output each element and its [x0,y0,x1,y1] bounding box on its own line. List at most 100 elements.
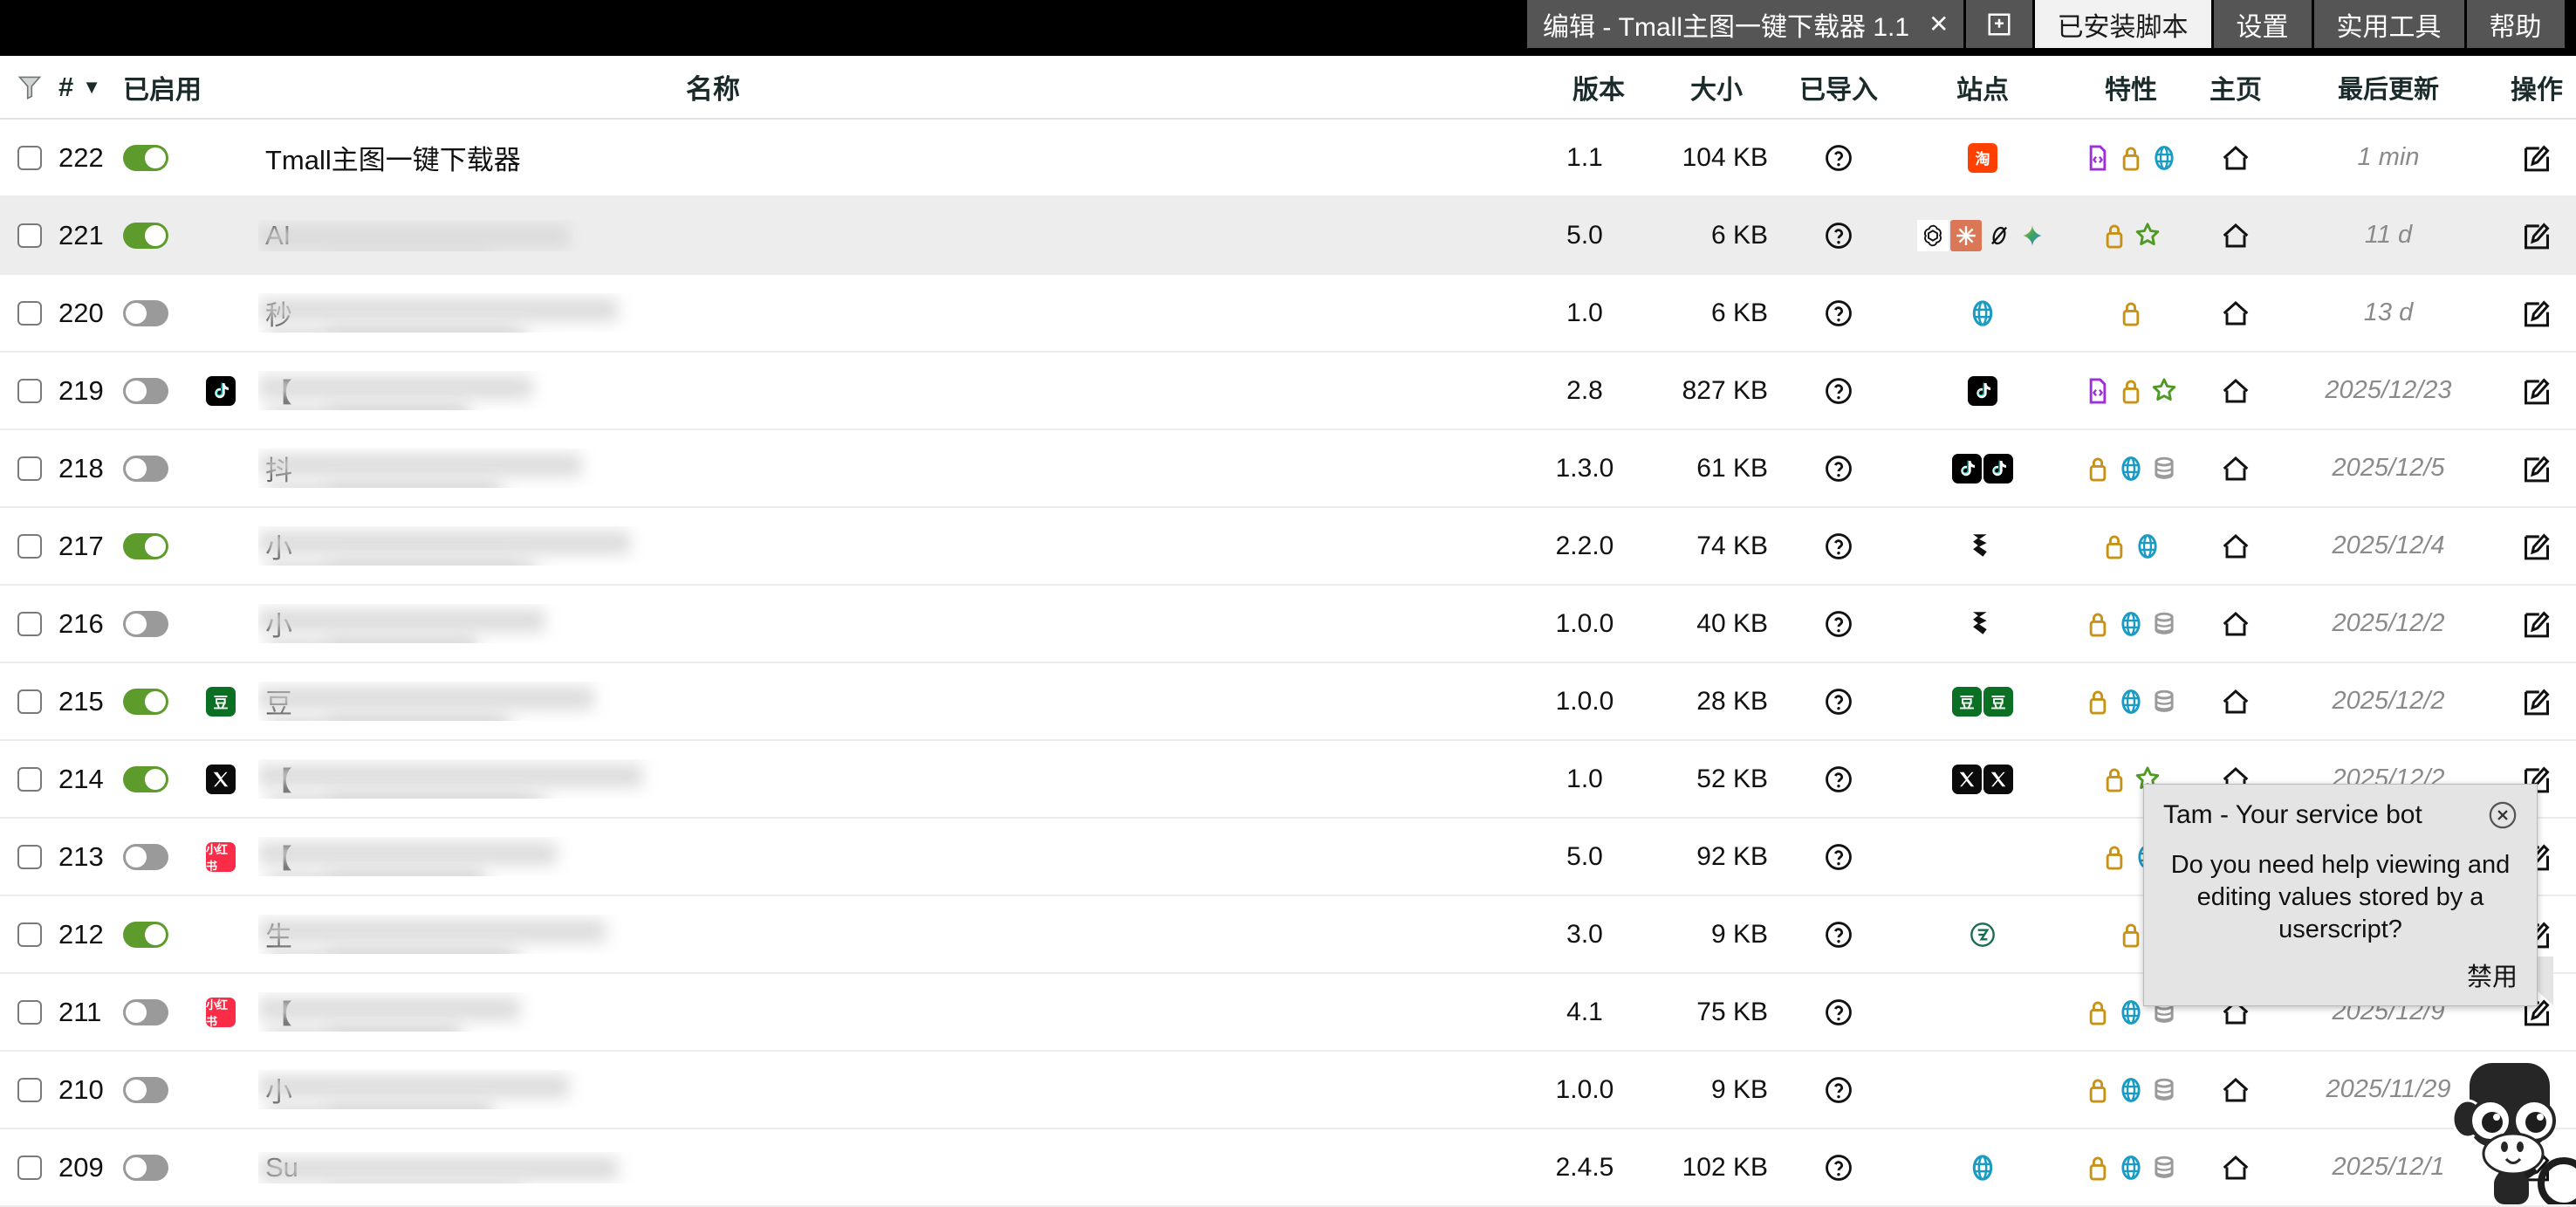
tab-settings[interactable]: 设置 [2214,0,2314,48]
xiaohongshu-site-icon[interactable]: 小红书 [206,842,236,872]
globe-icon[interactable] [2117,1153,2145,1183]
row-imported[interactable] [1782,687,1895,717]
row-enabled-cell[interactable] [123,1077,206,1103]
xiaohongshu-site-icon[interactable]: 小红书 [206,998,236,1027]
enable-toggle[interactable] [123,145,168,171]
help-circle-icon[interactable] [1824,687,1853,717]
database-icon[interactable] [2150,1075,2178,1105]
row-checkbox[interactable] [0,689,58,714]
tab-utilities[interactable]: 实用工具 [2314,0,2467,48]
edit-icon[interactable] [2522,608,2552,640]
row-checkbox[interactable] [0,767,58,792]
row-checkbox[interactable] [0,456,58,481]
gemini-site-icon[interactable] [2017,220,2048,251]
column-header-last-update[interactable]: 最后更新 [2279,69,2497,106]
row-enabled-cell[interactable] [123,689,206,715]
row-script-name[interactable]: 抖 [258,449,1532,488]
edit-icon[interactable] [2522,375,2552,407]
row-actions[interactable] [2497,220,2576,251]
row-script-name[interactable]: 小 [258,604,1532,643]
x-twitter-site-icon[interactable] [206,765,236,794]
database-icon[interactable] [2150,687,2178,717]
row-homepage[interactable] [2192,610,2279,638]
row-actions[interactable] [2497,686,2576,717]
tiktok-site-icon[interactable] [206,376,236,406]
row-checkbox[interactable] [0,612,58,636]
douban-site-icon[interactable]: 豆 [1952,687,1982,717]
row-checkbox[interactable] [0,379,58,403]
enable-toggle[interactable] [123,456,168,482]
enable-toggle[interactable] [123,223,168,249]
enable-toggle[interactable] [123,1155,168,1181]
lock-icon[interactable] [2084,1153,2112,1183]
globe-icon[interactable] [2134,531,2162,561]
lock-icon[interactable] [2084,454,2112,483]
tiktok-site-icon[interactable] [1952,454,1982,483]
xiaohongshu-dark-site-icon[interactable] [1967,531,1998,562]
enable-toggle[interactable] [123,378,168,404]
row-homepage[interactable] [2192,299,2279,327]
globe-icon[interactable] [2117,687,2145,717]
close-circle-icon[interactable] [2488,800,2518,830]
douban-site-icon[interactable]: 豆 [1983,687,2013,717]
globe-site-icon[interactable] [1967,298,1998,329]
globe-site-icon[interactable] [1967,1152,1998,1183]
lock-icon[interactable] [2084,998,2112,1027]
zhihu-site-icon[interactable] [1967,919,1998,950]
star-icon[interactable] [2150,376,2178,406]
home-icon[interactable] [2220,1154,2251,1182]
lock-icon[interactable] [2117,143,2145,173]
row-script-name[interactable]: 秒 [258,293,1532,333]
row-imported[interactable] [1782,1153,1895,1183]
home-icon[interactable] [2220,377,2251,405]
globe-icon[interactable] [2117,1075,2145,1105]
column-header-features[interactable]: 特性 [2070,68,2192,106]
xiaohongshu-dark-site-icon[interactable] [1967,608,1998,640]
star-icon[interactable] [2134,221,2162,250]
row-imported[interactable] [1782,842,1895,872]
row-enabled-cell[interactable] [123,611,206,637]
database-icon[interactable] [2150,609,2178,639]
row-checkbox[interactable] [0,534,58,559]
help-circle-icon[interactable] [1824,765,1853,794]
row-enabled-cell[interactable] [123,922,206,948]
help-circle-icon[interactable] [1824,376,1853,406]
x-twitter-site-icon[interactable] [1983,765,2013,794]
edit-icon[interactable] [2522,220,2552,251]
row-checkbox[interactable] [0,1000,58,1025]
globe-icon[interactable] [2117,454,2145,483]
column-header-version[interactable]: 版本 [1546,68,1651,106]
row-actions[interactable] [2497,453,2576,484]
lock-icon[interactable] [2100,221,2128,250]
row-imported[interactable] [1782,531,1895,561]
row-checkbox[interactable] [0,223,58,248]
home-icon[interactable] [2220,688,2251,716]
enable-toggle[interactable] [123,533,168,559]
row-imported[interactable] [1782,998,1895,1027]
row-checkbox[interactable] [0,146,58,170]
home-icon[interactable] [2220,222,2251,250]
row-script-name[interactable]: 小 [258,1070,1532,1109]
home-icon[interactable] [2220,1076,2251,1104]
enable-toggle[interactable] [123,611,168,637]
help-circle-icon[interactable] [1824,298,1853,328]
row-checkbox[interactable] [0,1078,58,1102]
row-homepage[interactable] [2192,222,2279,250]
home-icon[interactable] [2220,610,2251,638]
row-imported[interactable] [1782,298,1895,328]
row-script-name[interactable]: 生 [258,915,1532,954]
help-circle-icon[interactable] [1824,842,1853,872]
row-enabled-cell[interactable] [123,378,206,404]
edit-icon[interactable] [2522,298,2552,329]
taobao-site-icon[interactable]: 淘 [1968,143,1997,173]
edit-icon[interactable] [2522,531,2552,562]
tab-help[interactable]: 帮助 [2467,0,2567,48]
lock-icon[interactable] [2084,609,2112,639]
globe-icon[interactable] [2117,998,2145,1027]
row-script-name[interactable]: 【 [258,759,1532,799]
enable-toggle[interactable] [123,922,168,948]
help-circle-icon[interactable] [1824,143,1853,173]
